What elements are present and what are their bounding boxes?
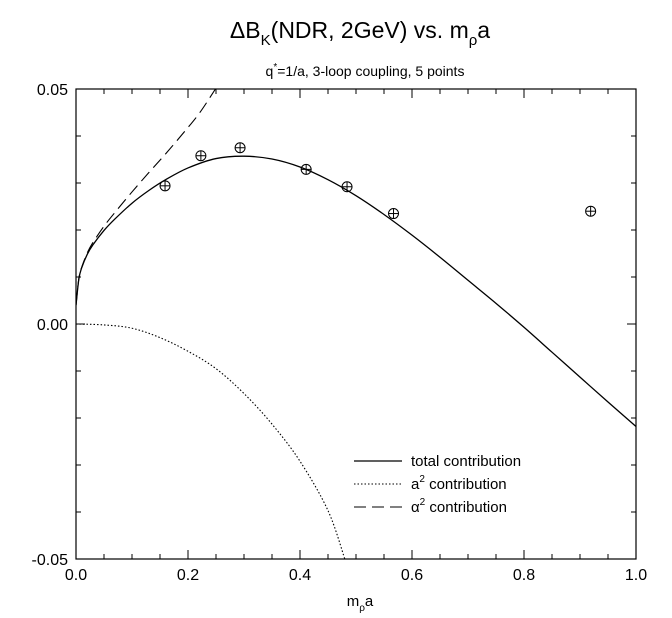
legend-label-total: total contribution <box>411 453 521 470</box>
x-tick-label: 0.8 <box>513 567 535 584</box>
y-tick-label: 0.05 <box>37 82 68 99</box>
legend-label-alpha2: α2 contribution <box>411 497 507 516</box>
data-point <box>388 208 400 220</box>
y-tick-label: 0.00 <box>37 317 68 334</box>
data-point <box>159 180 171 192</box>
chart-title: ΔBK(NDR, 2GeV) vs. mρa <box>230 17 490 49</box>
series-line-2 <box>76 323 346 559</box>
data-point <box>195 150 207 162</box>
data-points <box>159 142 597 220</box>
chart-subtitle: q*=1/a, 3-loop coupling, 5 points <box>266 62 465 79</box>
legend: total contribution a2 contribution α2 co… <box>354 453 521 516</box>
data-point <box>585 205 597 217</box>
legend-label-a2: a2 contribution <box>411 474 507 493</box>
x-tick-label: 0.2 <box>177 567 199 584</box>
series-lines <box>76 89 636 559</box>
x-tick-label: 0.4 <box>289 567 311 584</box>
x-tick-label: 0.6 <box>401 567 423 584</box>
x-tick-label: 0.0 <box>65 567 87 584</box>
data-point <box>300 163 312 175</box>
series-line-1 <box>76 155 636 427</box>
y-tick-label: -0.05 <box>32 552 69 569</box>
series-line-3 <box>76 89 216 306</box>
data-point <box>341 181 353 193</box>
x-tick-label: 1.0 <box>625 567 647 584</box>
axis-ticks <box>75 88 637 560</box>
x-axis-label: mρa <box>347 593 374 614</box>
data-point <box>234 142 246 154</box>
axis-tick-labels: 0.0 0.2 0.4 0.6 0.8 1.0 -0.05 0.00 0.05 <box>32 82 648 584</box>
